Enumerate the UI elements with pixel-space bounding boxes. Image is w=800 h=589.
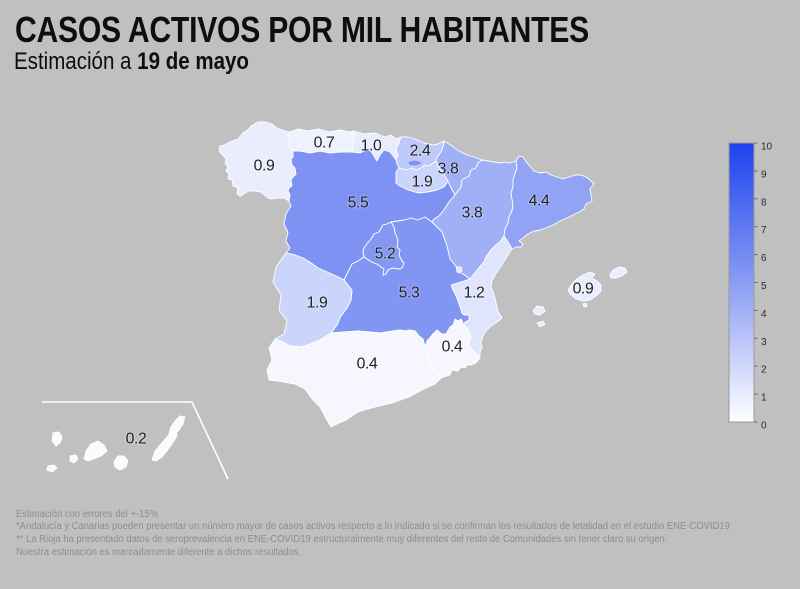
svg-text:3: 3 [761,337,767,348]
svg-text:5: 5 [761,281,767,292]
svg-text:0: 0 [761,421,767,432]
svg-text:7: 7 [761,225,767,236]
svg-text:2: 2 [761,365,767,376]
svg-text:1: 1 [761,393,767,404]
svg-text:0.9: 0.9 [254,158,275,175]
svg-text:3.8: 3.8 [462,205,483,222]
svg-text:0.4: 0.4 [357,356,378,373]
svg-text:8: 8 [761,197,767,208]
svg-text:1.2: 1.2 [464,285,485,302]
svg-text:1.9: 1.9 [412,174,433,191]
svg-text:10: 10 [761,142,773,153]
svg-text:0.4: 0.4 [442,339,463,356]
svg-text:5.5: 5.5 [348,195,369,212]
svg-text:3.8: 3.8 [438,161,459,178]
svg-text:0.2: 0.2 [126,431,147,448]
svg-text:0.9: 0.9 [573,281,594,298]
svg-text:5.2: 5.2 [375,246,396,263]
svg-text:5.3: 5.3 [399,285,420,302]
svg-text:6: 6 [761,253,767,264]
svg-text:1.9: 1.9 [307,295,328,312]
svg-text:4.4: 4.4 [529,193,550,210]
svg-text:9: 9 [761,169,767,180]
svg-text:2.4: 2.4 [410,143,431,160]
svg-text:1.0: 1.0 [361,138,382,155]
svg-text:0.7: 0.7 [314,135,335,152]
svg-text:4: 4 [761,309,767,320]
